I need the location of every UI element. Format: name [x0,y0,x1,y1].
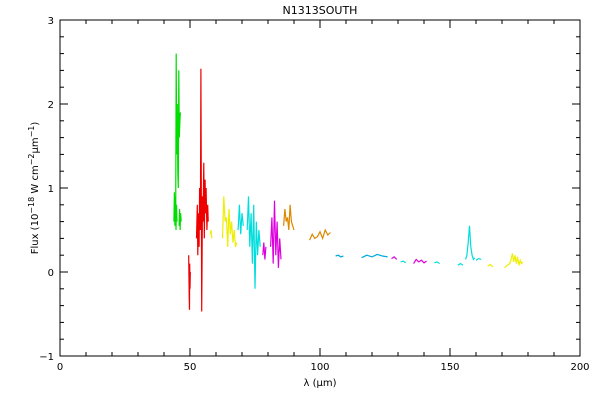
series-line-15 [361,253,388,259]
series-line-21 [465,225,476,261]
y-axis-label: Flux (10−18 W cm−2μm−1) [27,122,41,255]
series-line-17 [400,260,407,264]
series-line-3 [178,208,182,231]
series-line-23 [487,263,494,268]
y-tick-label: 3 [48,16,54,27]
y-tick-label: −1 [39,352,54,363]
series-line-11 [270,200,282,268]
y-tick-label: 2 [48,100,54,111]
series-line-6 [221,196,238,247]
x-tick-label: 50 [184,362,197,373]
series-line-10 [262,242,267,260]
x-axis-tick-labels: 0 50 100 150 200 [57,362,590,373]
series-line-19 [434,261,440,265]
series-line-20 [457,262,464,266]
x-tick-label: 0 [57,362,63,373]
series-line-24 [504,253,524,269]
y-axis-ticks [60,19,580,357]
y-axis-tick-labels: −1 0 1 2 3 [39,16,54,363]
series-line-7 [209,229,213,239]
x-axis-label: λ (μm) [303,378,336,389]
series-line-9 [246,196,261,289]
series-line-5 [195,68,209,312]
series-line-14 [335,254,344,258]
series-line-13 [309,228,331,241]
chart-title: N1313SOUTH [283,4,358,17]
series-line-16 [391,256,398,260]
series-line-4 [188,255,191,310]
spectrum-series [173,53,524,312]
series-line-2 [173,192,178,231]
x-axis-ticks [59,20,581,356]
plot-frame [59,19,581,357]
series-line-1 [175,53,181,214]
series-line-12 [283,204,295,231]
x-tick-label: 100 [310,362,329,373]
y-tick-label: 1 [48,184,54,195]
y-tick-label: 0 [48,268,54,279]
series-line-8 [237,204,244,235]
series-line-18 [413,258,427,264]
x-tick-label: 200 [570,362,589,373]
x-tick-label: 150 [440,362,459,373]
series-line-22 [475,257,482,261]
